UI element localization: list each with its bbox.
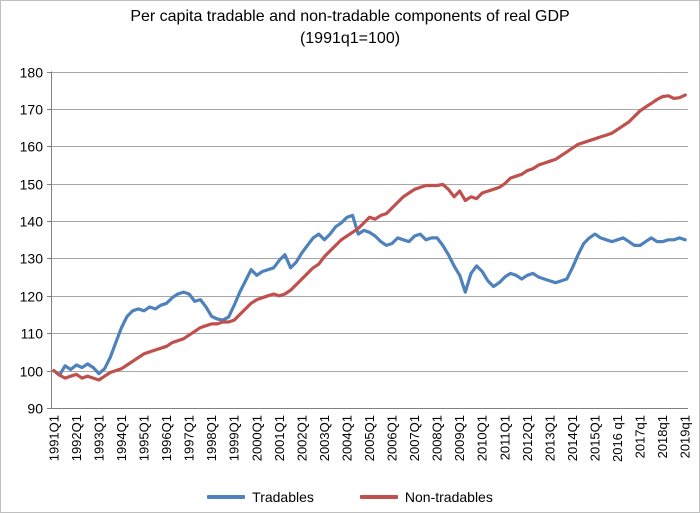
x-axis-tick-label: 1999Q1 — [227, 415, 242, 461]
non-tradables-line-swatch — [359, 495, 398, 499]
legend-item-tradables: Tradables — [207, 489, 314, 505]
x-axis-tick-label: 2006Q1 — [385, 415, 400, 461]
x-axis-tick-label: 2007Q1 — [407, 415, 422, 461]
x-axis-tick-label: 1997Q1 — [182, 415, 197, 461]
y-axis-tick-label: 150 — [20, 177, 44, 193]
y-axis-tick-label: 120 — [20, 289, 44, 305]
x-axis-tick-label: 2001Q1 — [272, 415, 287, 461]
x-axis-tick-label: 1993Q1 — [91, 415, 106, 461]
x-axis-tick-label: 2003Q1 — [317, 415, 332, 461]
x-axis-tick-label: 2011Q1 — [497, 415, 512, 460]
y-axis-tick-label: 130 — [20, 251, 44, 267]
legend-label-non-tradables: Non-tradables — [404, 489, 493, 505]
x-axis-tick-label: 2005Q1 — [362, 415, 377, 461]
x-axis-tick-label: 2012Q1 — [520, 415, 535, 461]
tradables-line-swatch — [207, 495, 246, 499]
chart-title-line1: Per capita tradable and non-tradable com… — [130, 8, 570, 25]
x-axis-tick-label: 2009Q1 — [452, 415, 467, 461]
x-axis-tick-label: 2018q1 — [655, 415, 670, 458]
chart-title-line2: (1991q1=100) — [299, 29, 401, 47]
legend-item-non-tradables: Non-tradables — [359, 489, 493, 505]
x-axis-tick-label: 2019q1 — [678, 415, 693, 458]
x-axis-tick-label: 2004Q1 — [339, 415, 354, 461]
y-axis-tick-label: 160 — [20, 139, 44, 155]
x-axis-tick-label: 1991Q1 — [46, 415, 61, 461]
x-axis-tick-label: 2014Q1 — [565, 415, 580, 461]
x-axis-tick-label: 2000Q1 — [249, 415, 264, 461]
series-line-non-tradables — [52, 93, 687, 382]
x-axis-tick-label: 1995Q1 — [137, 415, 152, 461]
y-axis-tick-label: 180 — [20, 65, 44, 81]
y-axis-tick-label: 100 — [20, 364, 44, 380]
x-axis-tick-label: 2013Q1 — [542, 415, 557, 461]
chart-title: Per capita tradable and non-tradable com… — [1, 6, 699, 49]
y-axis-tick-label: 140 — [20, 214, 44, 230]
x-axis-tick-label: 1992Q1 — [69, 415, 84, 461]
x-axis-tick-label: 1998Q1 — [204, 415, 219, 461]
x-axis-tick-label: 2010Q1 — [475, 415, 490, 461]
y-axis-tick-label: 90 — [27, 401, 43, 417]
x-axis-tick-label: 2016 q1 — [610, 415, 625, 462]
legend-label-tradables: Tradables — [252, 489, 314, 505]
x-axis-tick-label: 2017q1 — [633, 415, 648, 458]
x-axis-tick-label: 2008Q1 — [430, 415, 445, 461]
x-axis-tick-label: 1994Q1 — [114, 415, 129, 461]
x-axis-tick-label: 2002Q1 — [294, 415, 309, 461]
y-axis-tick-label: 110 — [21, 326, 44, 342]
x-axis-tick-label: 2015Q1 — [587, 415, 602, 461]
x-axis-tick-label: 1996Q1 — [159, 415, 174, 461]
y-axis-tick-label: 170 — [20, 102, 44, 118]
chart-legend: Tradables Non-tradables — [1, 489, 699, 505]
series-line-tradables — [52, 213, 687, 377]
